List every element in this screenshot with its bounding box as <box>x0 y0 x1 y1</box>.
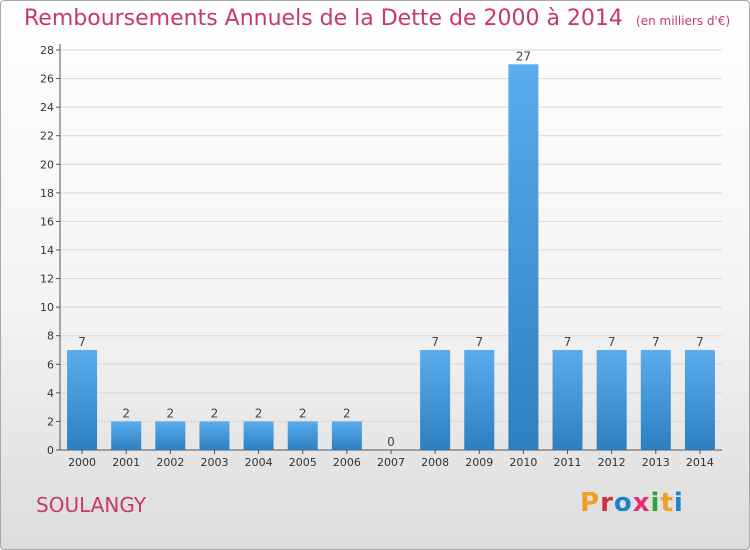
bar-value-label: 2 <box>255 406 263 420</box>
chart-unit-label: (en milliers d'€) <box>636 14 731 28</box>
bar <box>287 421 318 450</box>
logo-letter: o <box>613 488 633 518</box>
bar-value-label: 7 <box>564 335 572 349</box>
x-tick-label: 2009 <box>465 456 493 469</box>
x-tick-label: 2005 <box>289 456 317 469</box>
y-tick-label: 0 <box>47 444 54 457</box>
bar <box>331 421 362 450</box>
x-tick-label: 2012 <box>598 456 626 469</box>
x-tick-label: 2011 <box>554 456 582 469</box>
bar-value-label: 7 <box>696 335 704 349</box>
bar <box>684 350 715 450</box>
logo-letter: t <box>660 488 674 518</box>
bar <box>464 350 495 450</box>
x-tick-label: 2007 <box>377 456 405 469</box>
bar-value-label: 2 <box>122 406 130 420</box>
x-tick-label: 2010 <box>509 456 537 469</box>
logo-letter: i <box>650 488 661 518</box>
x-tick-label: 2006 <box>333 456 361 469</box>
bar <box>199 421 230 450</box>
x-tick-label: 2003 <box>200 456 228 469</box>
logo-letter: r <box>600 488 614 518</box>
bar-value-label: 2 <box>299 406 307 420</box>
y-tick-label: 6 <box>47 358 54 371</box>
y-tick-label: 10 <box>40 301 54 314</box>
proxiti-logo: Proxiti <box>580 488 684 518</box>
bar-value-label: 2 <box>167 406 175 420</box>
y-tick-label: 12 <box>40 273 54 286</box>
y-tick-label: 28 <box>40 44 54 57</box>
bar <box>508 64 539 451</box>
y-tick-label: 8 <box>47 330 54 343</box>
bar-value-label: 0 <box>387 435 395 449</box>
bar <box>420 350 451 450</box>
x-tick-label: 2004 <box>245 456 273 469</box>
bar-value-label: 7 <box>431 335 439 349</box>
y-tick-label: 2 <box>47 415 54 428</box>
logo-letter: P <box>580 488 601 518</box>
bar <box>111 421 142 450</box>
bar-value-label: 2 <box>343 406 351 420</box>
bar-value-label: 27 <box>516 49 531 63</box>
x-tick-label: 2001 <box>112 456 140 469</box>
y-tick-label: 20 <box>40 158 54 171</box>
x-tick-label: 2000 <box>68 456 96 469</box>
bar <box>640 350 671 450</box>
y-tick-label: 22 <box>40 130 54 143</box>
commune-name: SOULANGY <box>36 493 147 517</box>
bar <box>552 350 583 450</box>
bar-value-label: 7 <box>78 335 86 349</box>
bar <box>243 421 274 450</box>
y-tick-label: 4 <box>47 387 54 400</box>
x-tick-label: 2008 <box>421 456 449 469</box>
bar-value-label: 7 <box>475 335 483 349</box>
chart-title-text: Remboursements Annuels de la Dette de 20… <box>24 6 623 31</box>
bar <box>155 421 186 450</box>
x-tick-label: 2002 <box>156 456 184 469</box>
bar <box>67 350 98 450</box>
bar-value-label: 7 <box>608 335 616 349</box>
logo-letter: i <box>673 488 684 518</box>
x-tick-label: 2014 <box>686 456 714 469</box>
bar <box>596 350 627 450</box>
bar-value-label: 7 <box>652 335 660 349</box>
y-tick-label: 24 <box>40 101 54 114</box>
y-tick-label: 16 <box>40 215 54 228</box>
x-tick-label: 2013 <box>642 456 670 469</box>
y-tick-label: 18 <box>40 187 54 200</box>
chart-title: Remboursements Annuels de la Dette de 20… <box>24 6 730 31</box>
y-tick-label: 26 <box>40 73 54 86</box>
logo-letter: x <box>632 488 651 518</box>
y-tick-label: 14 <box>40 244 54 257</box>
bar-value-label: 2 <box>211 406 219 420</box>
